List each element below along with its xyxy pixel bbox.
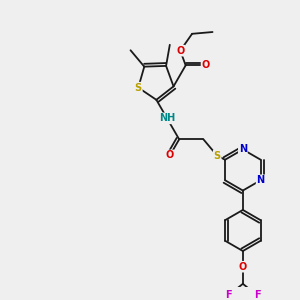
Text: O: O [166,150,174,161]
Text: F: F [254,290,260,300]
Text: N: N [239,145,247,154]
Text: O: O [239,262,247,272]
Text: NH: NH [159,113,175,123]
Text: F: F [225,290,232,300]
Text: O: O [176,46,184,56]
Text: O: O [202,60,210,70]
Text: S: S [214,151,221,161]
Text: N: N [256,175,265,185]
Text: S: S [135,82,142,93]
